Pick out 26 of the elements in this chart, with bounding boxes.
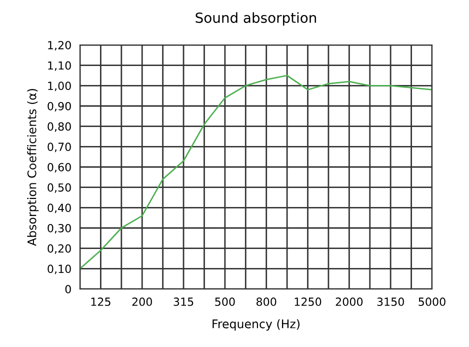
chart-title: Sound absorption — [196, 12, 316, 26]
y-tick-label: 0,70 — [48, 142, 71, 152]
y-tick-label: 1,10 — [48, 61, 71, 71]
x-tick-label: 5000 — [418, 298, 446, 306]
y-tick-label: 0,30 — [48, 224, 71, 234]
y-tick-label: 0,80 — [48, 122, 71, 132]
y-tick-label: 0 — [65, 284, 71, 294]
y-tick-label: 1,00 — [48, 82, 71, 92]
x-tick-label: 2000 — [336, 298, 363, 306]
y-tick-label: 1,20 — [48, 40, 71, 51]
line-series — [80, 74, 432, 270]
y-tick-label: 0,60 — [48, 162, 71, 173]
y-axis-title: Absorption Coefficients (α) — [27, 89, 39, 246]
x-tick-label: 3150 — [377, 298, 404, 306]
y-tick-label: 0,40 — [48, 204, 71, 214]
x-tick-label: 1250 — [294, 298, 322, 306]
x-tick-label: 500 — [215, 298, 235, 306]
x-tick-label: 200 — [132, 298, 152, 306]
x-tick-label: 315 — [174, 298, 194, 306]
y-tick-label: 0,20 — [48, 244, 71, 254]
x-tick-label: 800 — [256, 298, 276, 306]
y-tick-label: 0,10 — [48, 264, 71, 274]
y-tick-label: 0,50 — [48, 183, 71, 193]
y-tick-label: 0,90 — [48, 102, 71, 112]
x-axis-title: Frequency (Hz) — [212, 319, 300, 331]
x-tick-label: 125 — [91, 298, 110, 306]
